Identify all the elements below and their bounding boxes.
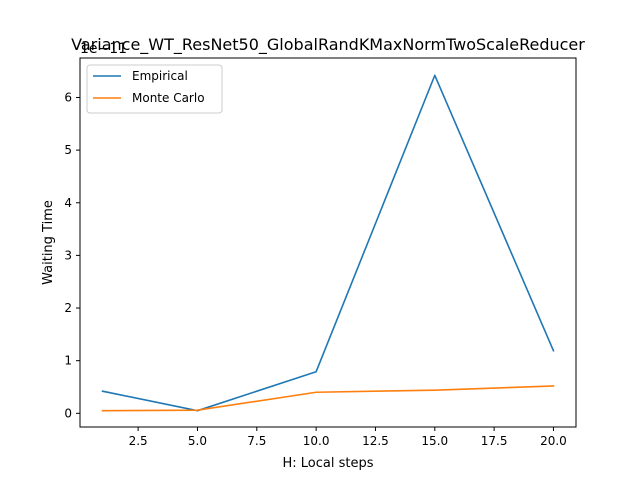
y-tick-label: 1 bbox=[64, 354, 72, 368]
y-axis-offset-text: 1e−11 bbox=[80, 41, 127, 57]
x-tick-label: 20.0 bbox=[540, 434, 567, 448]
chart-title: Variance_WT_ResNet50_GlobalRandKMaxNormT… bbox=[71, 35, 585, 55]
x-axis-label: H: Local steps bbox=[282, 456, 373, 471]
legend-label-0: Empirical bbox=[132, 69, 188, 83]
series-layer bbox=[101, 74, 555, 412]
legend: Empirical Monte Carlo bbox=[86, 64, 223, 114]
plot-frame bbox=[79, 57, 577, 428]
y-tick-label: 3 bbox=[64, 248, 72, 262]
y-axis-label: Waiting Time bbox=[41, 200, 56, 285]
x-tick-label: 5.0 bbox=[188, 434, 207, 448]
x-tick-label: 10.0 bbox=[303, 434, 330, 448]
legend-label-1: Monte Carlo bbox=[132, 91, 205, 105]
series-line-0 bbox=[101, 74, 555, 412]
x-tick-label: 12.5 bbox=[362, 434, 389, 448]
y-tick-label: 2 bbox=[64, 301, 72, 315]
x-tick-label: 7.5 bbox=[247, 434, 266, 448]
x-tick-label: 17.5 bbox=[481, 434, 508, 448]
y-tick-label: 0 bbox=[64, 406, 72, 420]
y-tick-label: 4 bbox=[64, 196, 72, 210]
x-axis-ticks: 2.5 5.0 7.5 10.0 12.5 15.0 17.5 20.0 bbox=[129, 427, 567, 448]
y-tick-label: 6 bbox=[64, 90, 72, 104]
legend-box bbox=[86, 64, 223, 114]
x-tick-label: 15.0 bbox=[421, 434, 448, 448]
x-tick-label: 2.5 bbox=[129, 434, 148, 448]
y-tick-label: 5 bbox=[64, 143, 72, 157]
y-axis-ticks: 0 1 2 3 4 5 6 bbox=[64, 90, 80, 420]
series-line-1 bbox=[101, 385, 555, 412]
